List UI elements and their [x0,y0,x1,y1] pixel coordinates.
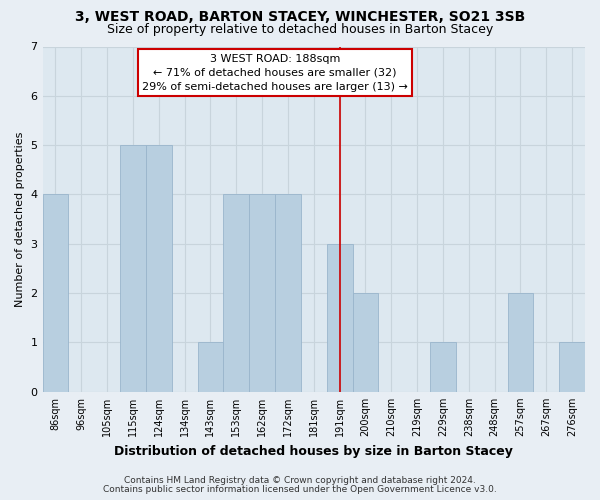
Y-axis label: Number of detached properties: Number of detached properties [15,132,25,307]
Text: Contains public sector information licensed under the Open Government Licence v3: Contains public sector information licen… [103,485,497,494]
Bar [430,342,456,392]
Bar [197,342,223,392]
Bar [146,145,172,392]
Text: 3 WEST ROAD: 188sqm
← 71% of detached houses are smaller (32)
29% of semi-detach: 3 WEST ROAD: 188sqm ← 71% of detached ho… [142,54,408,92]
Bar [559,342,585,392]
Bar [508,293,533,392]
Bar [249,194,275,392]
Text: Contains HM Land Registry data © Crown copyright and database right 2024.: Contains HM Land Registry data © Crown c… [124,476,476,485]
Bar [43,194,68,392]
Text: 3, WEST ROAD, BARTON STACEY, WINCHESTER, SO21 3SB: 3, WEST ROAD, BARTON STACEY, WINCHESTER,… [75,10,525,24]
Bar [353,293,379,392]
Bar [275,194,301,392]
X-axis label: Distribution of detached houses by size in Barton Stacey: Distribution of detached houses by size … [115,444,513,458]
Bar [120,145,146,392]
Text: Size of property relative to detached houses in Barton Stacey: Size of property relative to detached ho… [107,22,493,36]
Bar [223,194,249,392]
Bar [326,244,353,392]
